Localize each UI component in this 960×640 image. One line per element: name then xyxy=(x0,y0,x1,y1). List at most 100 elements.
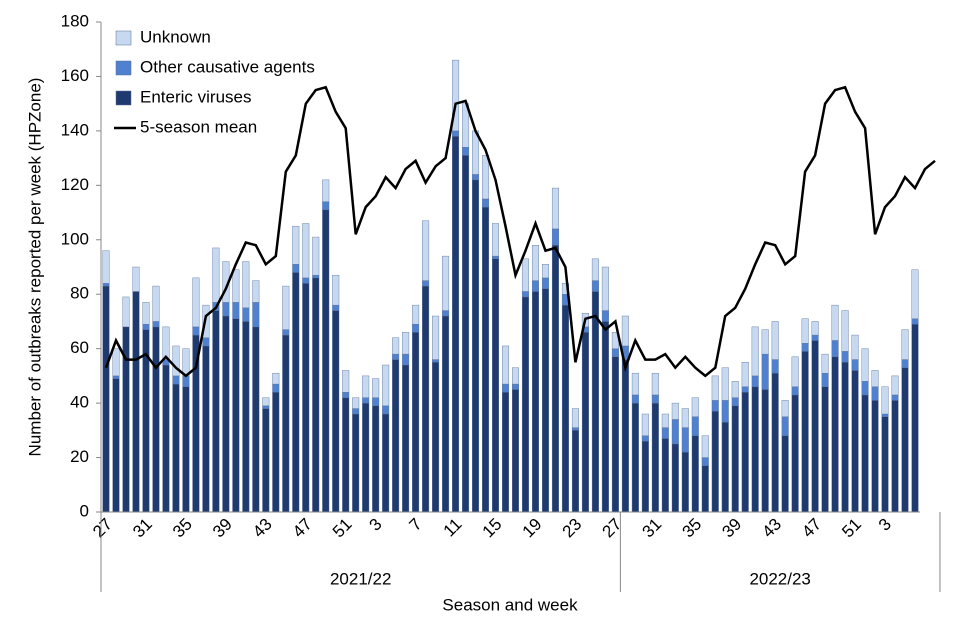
bar-segment xyxy=(791,386,799,396)
bar-segment xyxy=(651,402,659,513)
bar-segment xyxy=(432,359,440,363)
bar-segment xyxy=(711,411,719,513)
y-tick-label: 40 xyxy=(70,393,89,412)
bar-segment xyxy=(392,337,400,355)
legend-label: 5-season mean xyxy=(140,117,257,136)
bar-segment xyxy=(611,348,619,358)
bar-segment xyxy=(641,435,649,442)
y-axis-title: Number of outbreaks reported per week (H… xyxy=(25,78,44,457)
bar-segment xyxy=(831,304,839,341)
bar-segment xyxy=(402,364,410,513)
bar-segment xyxy=(731,405,739,513)
bar-segment xyxy=(342,370,350,393)
bar-segment xyxy=(691,435,699,513)
bar-segment xyxy=(432,362,440,513)
bar-segment xyxy=(422,280,430,287)
bar-segment xyxy=(242,321,250,513)
bar-segment xyxy=(751,326,759,377)
bar-segment xyxy=(711,400,719,412)
bar-segment xyxy=(182,386,190,513)
bar-segment xyxy=(811,334,819,341)
y-tick-label: 100 xyxy=(61,229,89,248)
bar-segment xyxy=(312,277,320,513)
x-tick-label: 51 xyxy=(329,515,356,542)
bar-segment xyxy=(681,427,689,453)
bar-segment xyxy=(801,343,809,352)
bar-segment xyxy=(601,310,609,322)
y-tick-label: 160 xyxy=(61,66,89,85)
bar-segment xyxy=(192,277,200,328)
bar-segment xyxy=(222,315,230,513)
bar-segment xyxy=(791,356,799,387)
bar-segment xyxy=(781,416,789,436)
bar-segment xyxy=(182,348,190,377)
bar-segment xyxy=(322,209,330,513)
bar-segment xyxy=(322,179,330,202)
bar-segment xyxy=(292,225,300,265)
bar-segment xyxy=(851,359,859,371)
bar-segment xyxy=(851,370,859,513)
bar-segment xyxy=(202,337,210,347)
bar-segment xyxy=(502,345,510,385)
group-label: 2021/22 xyxy=(330,569,391,588)
bar-segment xyxy=(432,315,440,360)
bar-segment xyxy=(871,386,879,401)
x-tick-label: 3 xyxy=(875,515,895,535)
bar-segment xyxy=(911,323,919,513)
bar-segment xyxy=(871,370,879,387)
bar-segment xyxy=(741,392,749,513)
bar-segment xyxy=(761,353,769,390)
bar-segment xyxy=(871,400,879,513)
bar-segment xyxy=(801,318,809,344)
bar-segment xyxy=(492,258,500,513)
bar-segment xyxy=(502,383,510,393)
bar-segment xyxy=(172,383,180,513)
bar-segment xyxy=(541,277,549,289)
bar-segment xyxy=(571,427,579,431)
y-tick-label: 120 xyxy=(61,175,89,194)
y-tick-label: 20 xyxy=(70,447,89,466)
bar-segment xyxy=(232,302,240,319)
bar-segment xyxy=(102,283,110,287)
bar-segment xyxy=(761,389,769,513)
bar-segment xyxy=(671,443,679,513)
bar-segment xyxy=(352,408,360,415)
bar-segment xyxy=(861,381,869,396)
bar-segment xyxy=(551,187,559,230)
bar-segment xyxy=(112,348,120,377)
bar-segment xyxy=(312,274,320,279)
bar-segment xyxy=(462,155,470,513)
bar-segment xyxy=(541,264,549,279)
bar-segment xyxy=(521,291,529,298)
bar-segment xyxy=(631,394,639,404)
bar-segment xyxy=(482,198,490,208)
x-tick-label: 27 xyxy=(89,515,116,542)
bar-segment xyxy=(891,400,899,513)
bar-segment xyxy=(651,394,659,404)
bar-segment xyxy=(212,247,220,303)
bar-segment xyxy=(362,397,370,404)
bar-segment xyxy=(212,310,220,513)
bar-segment xyxy=(611,356,619,513)
bar-segment xyxy=(342,392,350,398)
bar-segment xyxy=(262,397,270,407)
bar-segment xyxy=(531,245,539,281)
bar-segment xyxy=(262,405,270,409)
bar-segment xyxy=(681,408,689,428)
legend-label: Enteric viruses xyxy=(140,87,251,106)
bar-segment xyxy=(252,326,260,513)
bar-segment xyxy=(412,332,420,513)
legend-label: Unknown xyxy=(140,27,211,46)
bar-segment xyxy=(741,362,749,387)
bar-segment xyxy=(382,405,390,415)
bar-segment xyxy=(811,321,819,336)
bar-segment xyxy=(402,353,410,366)
bar-segment xyxy=(561,304,569,513)
bar-segment xyxy=(152,326,160,513)
x-tick-label: 47 xyxy=(289,515,316,542)
bar-segment xyxy=(841,351,849,363)
bar-segment xyxy=(282,329,290,336)
legend-label: Other causative agents xyxy=(140,57,315,76)
bar-segment xyxy=(731,381,739,398)
bar-segment xyxy=(721,421,729,513)
